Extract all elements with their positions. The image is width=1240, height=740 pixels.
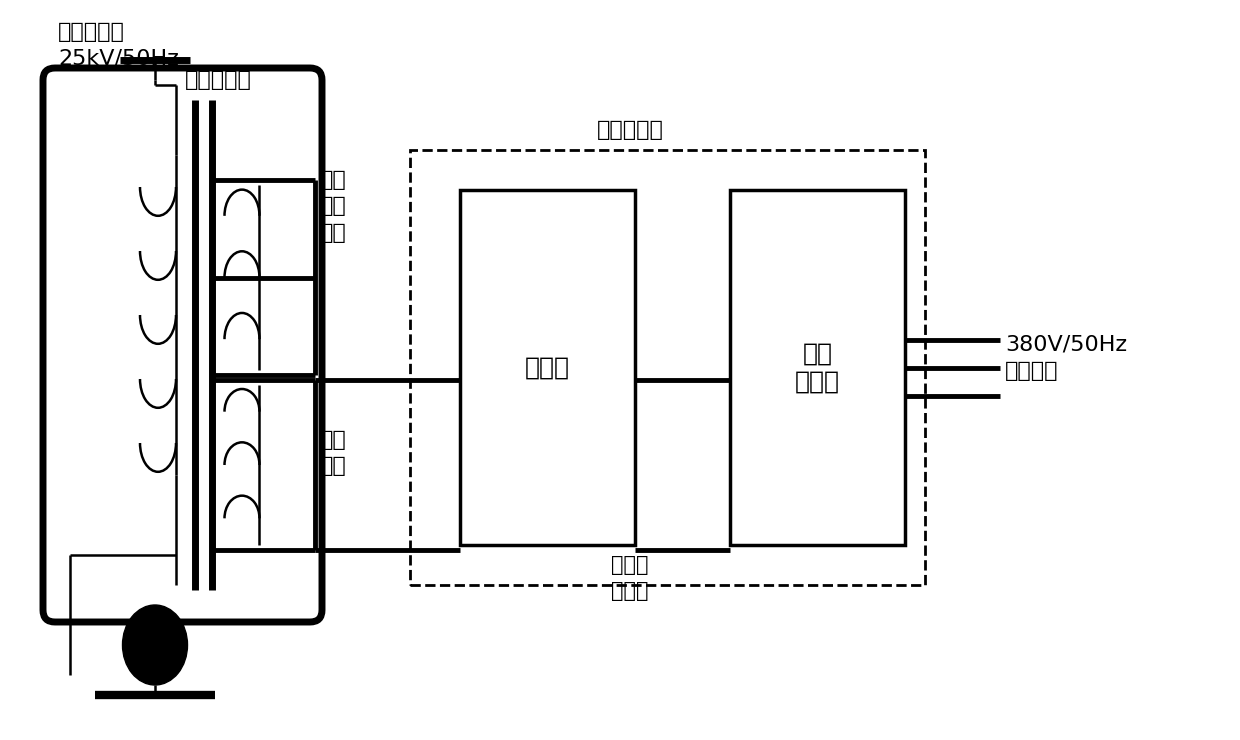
Bar <box>460 190 635 545</box>
Bar <box>730 190 905 545</box>
Ellipse shape <box>123 605 187 685</box>
Text: 牵引变压器: 牵引变压器 <box>185 70 252 90</box>
Text: 多套
牵引
绕组: 多套 牵引 绕组 <box>320 170 347 243</box>
Text: 辅助变流器: 辅助变流器 <box>596 120 663 140</box>
Text: 380V/50Hz
交流输出: 380V/50Hz 交流输出 <box>1004 334 1127 380</box>
Bar <box>410 150 925 585</box>
Text: 辅助
绕组: 辅助 绕组 <box>320 430 347 477</box>
Text: 整流器: 整流器 <box>525 355 570 380</box>
Text: 中间直
流电压: 中间直 流电压 <box>611 555 649 602</box>
FancyBboxPatch shape <box>43 68 322 622</box>
Text: 三相
逆变器: 三相 逆变器 <box>795 342 839 394</box>
Text: 接触网电压
25kV/50Hz: 接触网电压 25kV/50Hz <box>58 22 179 68</box>
